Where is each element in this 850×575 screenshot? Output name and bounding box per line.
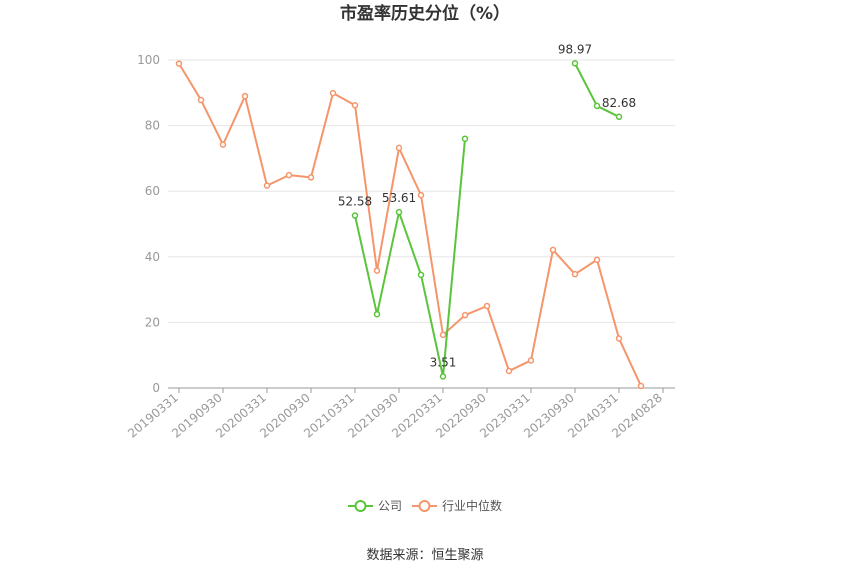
legend-marker xyxy=(418,500,431,512)
legend[interactable]: 公司 行业中位数 xyxy=(348,498,502,513)
data-label: 82.68 xyxy=(602,96,636,110)
data-point xyxy=(329,89,337,97)
data-point xyxy=(351,212,359,219)
data-point xyxy=(637,382,645,390)
data-point xyxy=(395,208,403,216)
data-point xyxy=(527,357,535,364)
x-axis: 2019033120190930202003312020093020210331… xyxy=(125,387,675,441)
legend-item-industry-median[interactable]: 行业中位数 xyxy=(412,498,502,513)
chart-title: 市盈率历史分位（%） xyxy=(340,3,510,24)
series-industry-median xyxy=(175,60,645,390)
y-axis-ticks: 0 20 40 60 80 100 xyxy=(137,53,160,395)
data-point xyxy=(593,102,601,110)
data-point xyxy=(461,311,469,319)
data-label: 53.61 xyxy=(382,191,416,205)
data-point xyxy=(483,302,491,310)
data-point xyxy=(395,144,403,152)
data-point xyxy=(219,141,227,148)
y-tick-label: 40 xyxy=(145,250,160,264)
data-point xyxy=(615,113,623,121)
series-company xyxy=(351,60,623,380)
data-point xyxy=(571,270,579,278)
data-label: 98.97 xyxy=(558,42,592,56)
data-labels: 52.58 53.61 3.51 98.97 82.68 xyxy=(338,42,636,369)
legend-item-company[interactable]: 公司 xyxy=(348,499,402,513)
legend-label: 行业中位数 xyxy=(442,498,502,513)
legend-marker xyxy=(354,500,367,512)
data-point xyxy=(373,310,381,318)
data-point xyxy=(417,191,425,199)
data-point xyxy=(505,367,513,375)
source-note: 数据来源：恒生聚源 xyxy=(366,548,483,563)
y-tick-label: 20 xyxy=(145,315,160,329)
data-point xyxy=(373,267,381,274)
data-point xyxy=(285,171,293,179)
series-lines xyxy=(175,60,645,390)
legend-label: 公司 xyxy=(378,499,402,513)
series-line xyxy=(178,63,642,387)
data-label: 3.51 xyxy=(430,355,457,369)
y-tick-label: 60 xyxy=(145,184,160,198)
data-point xyxy=(241,92,249,100)
data-point xyxy=(351,102,359,109)
data-point xyxy=(197,96,205,104)
data-label: 52.58 xyxy=(338,195,372,209)
data-point xyxy=(417,271,425,279)
data-point xyxy=(439,331,447,339)
y-tick-label: 80 xyxy=(145,119,160,133)
y-tick-label: 100 xyxy=(137,53,160,67)
data-point xyxy=(571,60,579,67)
y-tick-label: 0 xyxy=(152,381,160,395)
data-point xyxy=(593,256,601,264)
data-point xyxy=(549,246,557,254)
data-point xyxy=(615,335,623,342)
series-line xyxy=(354,138,466,378)
data-point xyxy=(439,373,447,380)
data-point xyxy=(175,60,183,67)
data-point xyxy=(263,182,271,189)
data-point xyxy=(461,135,469,142)
data-point xyxy=(307,174,315,181)
